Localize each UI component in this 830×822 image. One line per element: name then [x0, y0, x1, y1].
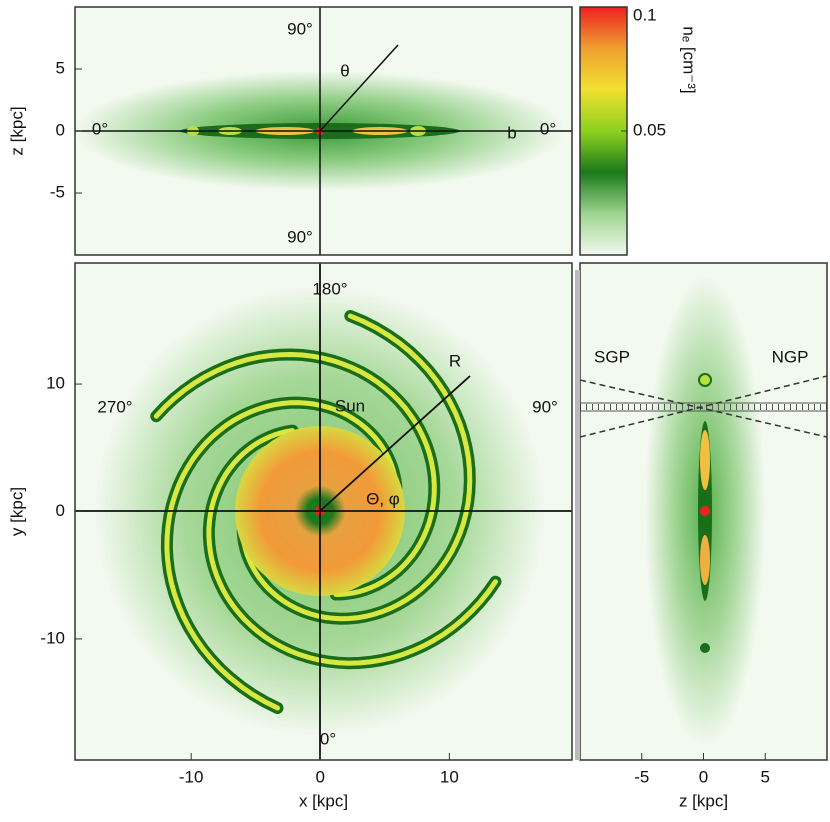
x-axis-label: z [kpc]	[679, 791, 728, 810]
annotation: 0°	[540, 119, 556, 138]
spiral-arm	[153, 351, 437, 597]
x-tick-label: 10	[440, 767, 459, 786]
scrollbar-edge	[575, 270, 580, 760]
y-tick-label: 5	[56, 58, 65, 77]
annotation: NGP	[772, 347, 809, 366]
annotation: SGP	[594, 347, 630, 366]
x-tick-label: -10	[179, 767, 204, 786]
main-map	[75, 263, 572, 760]
y-tick-label: 0	[56, 120, 65, 139]
annotation: 180°	[312, 279, 347, 298]
side-map	[580, 263, 827, 760]
annotation: 270°	[97, 397, 132, 416]
guide-line	[319, 375, 471, 512]
x-tick-label: -5	[634, 767, 649, 786]
y-tick-label: 10	[46, 374, 65, 393]
annotation: 90°	[287, 227, 313, 246]
annotation: Sun	[335, 396, 365, 415]
x-axis-label: x [kpc]	[299, 791, 348, 810]
annotation: 90°	[287, 19, 313, 38]
spiral-arm	[206, 428, 498, 666]
annotation: Θ, φ	[366, 489, 400, 508]
colorbar-tick-label: 0.05	[633, 120, 666, 139]
y-tick-label: -10	[40, 628, 65, 647]
annotation: 90°	[532, 397, 558, 416]
y-axis-label: y [kpc]	[7, 487, 26, 536]
x-tick-label: 0	[699, 767, 708, 786]
annotation: 0°	[320, 729, 336, 748]
colorbar-label: nₑ [cm⁻³]	[680, 26, 699, 93]
x-tick-label: 0	[316, 767, 325, 786]
spiral-arm	[164, 400, 399, 711]
y-axis-label: z [kpc]	[7, 106, 26, 155]
x-tick-label: 5	[761, 767, 770, 786]
annotation: R	[449, 351, 461, 370]
y-tick-label: -5	[50, 182, 65, 201]
y-tick-label: 0	[56, 501, 65, 520]
colorbar	[580, 7, 627, 255]
annotation: θ	[340, 61, 349, 80]
annotation: 0°	[92, 119, 108, 138]
annotation: b	[507, 123, 516, 142]
spiral-arm	[240, 313, 473, 622]
colorbar-tick-label: 0.1	[633, 5, 657, 24]
top-map	[75, 7, 572, 255]
